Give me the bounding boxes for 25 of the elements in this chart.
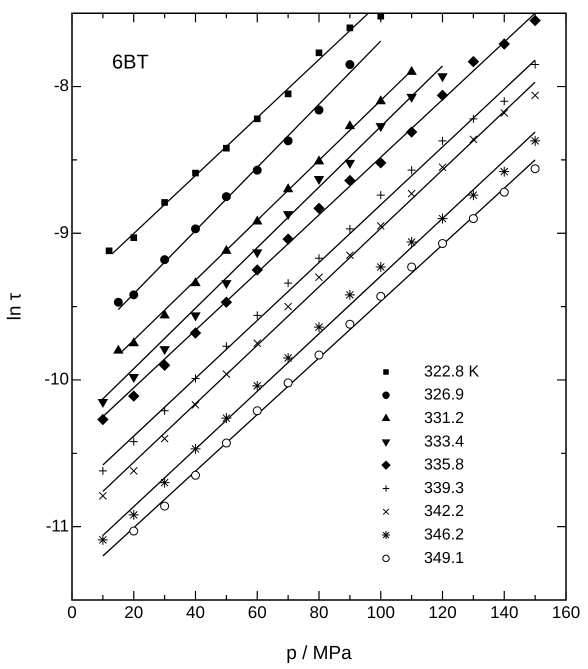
y-tick-label: -9 xyxy=(54,222,69,242)
y-tick-label: -10 xyxy=(44,370,69,389)
x-tick-label: 40 xyxy=(186,602,205,622)
legend-label: 333.4 xyxy=(424,433,464,450)
legend-label: 339.3 xyxy=(424,480,464,497)
x-tick-label: 120 xyxy=(428,602,457,622)
x-tick-label: 0 xyxy=(67,602,77,622)
x-tick-label: 140 xyxy=(490,602,518,622)
x-axis-title: p / MPa xyxy=(286,642,352,664)
x-tick-label: 100 xyxy=(366,602,395,622)
legend-label: 335.8 xyxy=(424,456,464,474)
legend-label: 326.9 xyxy=(424,386,464,404)
y-axis-title: ln τ xyxy=(4,292,26,320)
legend-label: 346.2 xyxy=(424,526,464,544)
x-tick-label: 20 xyxy=(124,602,144,622)
x-tick-label: 80 xyxy=(310,602,328,622)
legend-label: 342.2 xyxy=(424,503,464,520)
y-tick-label: -8 xyxy=(54,76,69,96)
legend-label: 331.2 xyxy=(424,410,464,427)
legend-label: 349.1 xyxy=(424,550,464,567)
y-tick-label: -11 xyxy=(46,516,69,536)
x-tick-label: 60 xyxy=(248,602,267,622)
x-tick-label: 160 xyxy=(552,602,580,622)
legend-label: 322.8 K xyxy=(424,363,480,380)
annotation: 6BT xyxy=(112,52,149,74)
